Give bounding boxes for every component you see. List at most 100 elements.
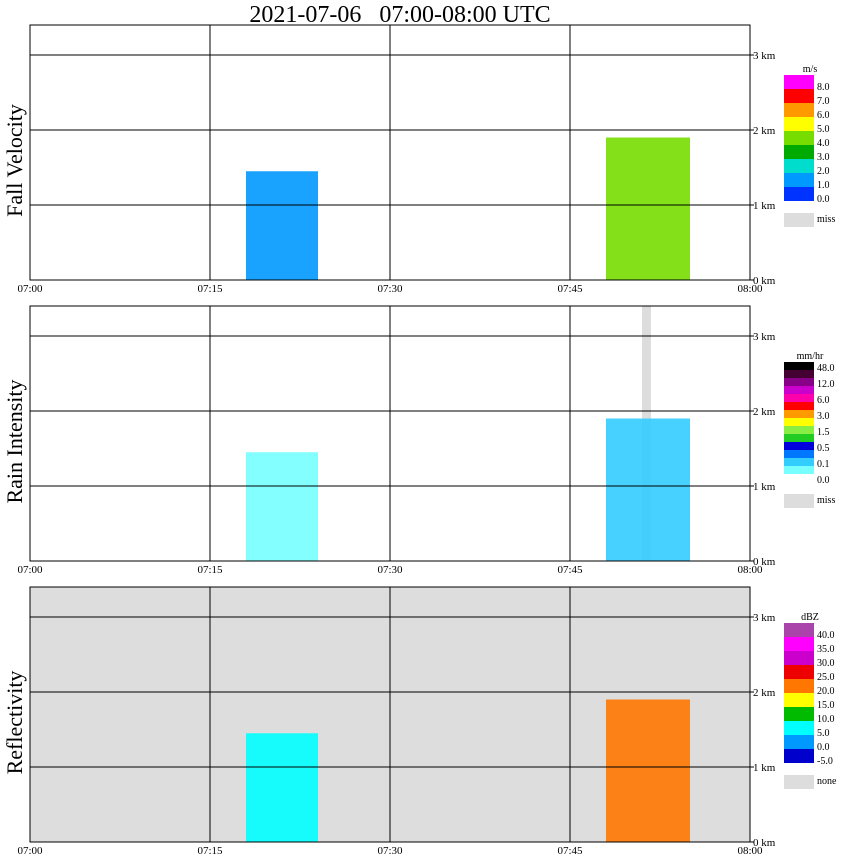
y-tick-label: 3 km — [753, 50, 776, 62]
colorbar-swatch — [784, 474, 814, 482]
colorbar-swatch — [784, 394, 814, 402]
panel-title: Reflectivity — [2, 671, 27, 775]
colorbar-swatch — [784, 159, 814, 173]
colorbar-swatch — [784, 442, 814, 450]
colorbar-unit: mm/hr — [797, 351, 824, 362]
colorbar-missing-label: miss — [817, 214, 835, 225]
echo-region — [606, 137, 690, 280]
colorbar-label: 8.0 — [817, 82, 830, 93]
colorbar-swatch — [784, 426, 814, 434]
x-tick-label: 07:15 — [197, 845, 223, 857]
panel-title: Fall Velocity — [2, 104, 27, 217]
echo-region — [246, 171, 318, 280]
colorbar-label: 12.0 — [817, 379, 835, 390]
x-tick-label: 07:00 — [17, 845, 43, 857]
y-tick-label: 1 km — [753, 481, 776, 493]
x-tick-label: 07:30 — [377, 564, 403, 576]
colorbar-missing-label: miss — [817, 495, 835, 506]
colorbar-swatch — [784, 749, 814, 763]
colorbar-swatch — [784, 378, 814, 386]
colorbar-label: 5.0 — [817, 728, 830, 739]
colorbar-label: 2.0 — [817, 166, 830, 177]
echo-region — [606, 418, 690, 561]
colorbar-swatch — [784, 623, 814, 637]
colorbar-label: 35.0 — [817, 644, 835, 655]
colorbar-swatch — [784, 637, 814, 651]
colorbar-label: 10.0 — [817, 714, 835, 725]
x-tick-label: 07:45 — [557, 564, 583, 576]
colorbar-swatch — [784, 434, 814, 442]
colorbar-unit: m/s — [803, 64, 818, 75]
y-tick-label: 0 km — [753, 837, 776, 849]
colorbar-swatch — [784, 450, 814, 458]
colorbar-label: 20.0 — [817, 686, 835, 697]
x-tick-label: 07:15 — [197, 283, 223, 295]
plot-frame — [29, 305, 751, 562]
colorbar-label: 48.0 — [817, 363, 835, 374]
x-tick-label: 07:00 — [17, 283, 43, 295]
colorbar-label: 3.0 — [817, 152, 830, 163]
colorbar-swatch — [784, 735, 814, 749]
plot-frame — [29, 24, 751, 281]
colorbar-swatch — [784, 386, 814, 394]
colorbar-label: 25.0 — [817, 672, 835, 683]
colorbar-unit: dBZ — [801, 612, 819, 623]
y-tick-label: 0 km — [753, 556, 776, 568]
colorbar-label: 3.0 — [817, 411, 830, 422]
colorbar-label: 4.0 — [817, 138, 830, 149]
echo-region — [606, 699, 690, 842]
chart-title: 2021-07-06 07:00-08:00 UTC — [249, 2, 551, 28]
panel-reflectivity: 0 km 1 km 2 km 3 km 07:00 07:15 07:30 07:45 08:0… — [2, 586, 837, 857]
colorbar-swatch — [784, 75, 814, 89]
colorbar-swatch — [784, 131, 814, 145]
colorbar-swatch — [784, 89, 814, 103]
colorbar-swatch — [784, 665, 814, 679]
colorbar-label: 0.5 — [817, 443, 830, 454]
colorbar-label: 0.0 — [817, 475, 830, 486]
colorbar-label: 0.1 — [817, 459, 830, 470]
colorbar-swatch — [784, 187, 814, 201]
colorbar-swatch — [784, 707, 814, 721]
colorbar-label: 5.0 — [817, 124, 830, 135]
y-tick-label: 0 km — [753, 275, 776, 287]
y-tick-label: 2 km — [753, 687, 776, 699]
colorbar-label: 15.0 — [817, 700, 835, 711]
x-tick-label: 07:45 — [557, 283, 583, 295]
colorbar-label: -5.0 — [817, 756, 833, 767]
x-tick-label: 07:45 — [557, 845, 583, 857]
colorbar-label: 1.0 — [817, 180, 830, 191]
colorbar-swatch — [784, 410, 814, 418]
x-tick-label: 07:30 — [377, 283, 403, 295]
colorbar-swatch — [784, 402, 814, 410]
y-tick-label: 1 km — [753, 762, 776, 774]
colorbar-missing-swatch — [784, 213, 814, 227]
y-tick-label: 1 km — [753, 200, 776, 212]
colorbar-swatch — [784, 466, 814, 474]
colorbar-label: 0.0 — [817, 194, 830, 205]
x-tick-label: 08:00 — [737, 283, 763, 295]
colorbar-missing-label: none — [817, 776, 837, 787]
colorbar-swatch — [784, 721, 814, 735]
echo-region — [246, 733, 318, 842]
colorbar-label: 6.0 — [817, 110, 830, 121]
colorbar-swatch — [784, 693, 814, 707]
colorbar-label: 1.5 — [817, 427, 830, 438]
colorbar-missing-swatch — [784, 494, 814, 508]
x-tick-label: 07:30 — [377, 845, 403, 857]
colorbar-swatch — [784, 145, 814, 159]
x-tick-label: 08:00 — [737, 845, 763, 857]
x-tick-label: 08:00 — [737, 564, 763, 576]
panel-fall-velocity: 0 km 1 km 2 km 3 km 07:00 07:15 07:30 07:45 08:0… — [2, 24, 835, 295]
echo-region — [246, 452, 318, 561]
colorbar-swatch — [784, 173, 814, 187]
colorbar-swatch — [784, 651, 814, 665]
panel-title: Rain Intensity — [2, 379, 27, 503]
colorbar-label: 6.0 — [817, 395, 830, 406]
colorbar-swatch — [784, 117, 814, 131]
x-tick-label: 07:00 — [17, 564, 43, 576]
colorbar-swatch — [784, 418, 814, 426]
colorbar-swatch — [784, 458, 814, 466]
y-tick-label: 2 km — [753, 125, 776, 137]
plot-frame — [29, 586, 751, 843]
